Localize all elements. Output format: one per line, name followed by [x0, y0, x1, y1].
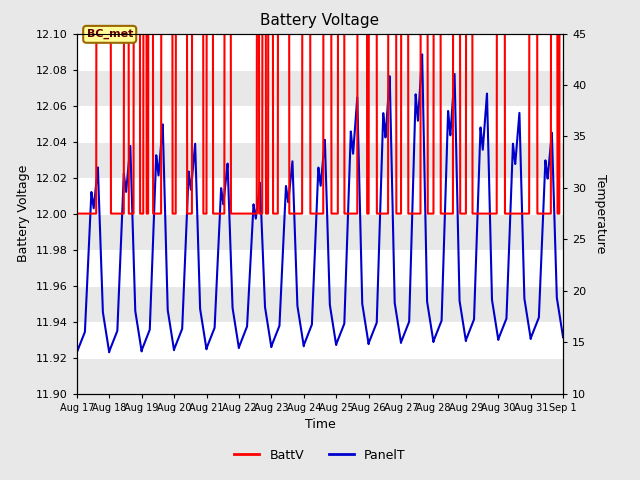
- Bar: [77, 142, 563, 178]
- Title: Battery Voltage: Battery Voltage: [260, 13, 380, 28]
- Bar: [77, 286, 563, 322]
- Y-axis label: Battery Voltage: Battery Voltage: [17, 165, 30, 262]
- Text: BC_met: BC_met: [86, 29, 133, 39]
- Legend: BattV, PanelT: BattV, PanelT: [229, 444, 411, 467]
- Bar: [77, 70, 563, 106]
- Y-axis label: Temperature: Temperature: [594, 174, 607, 253]
- Bar: [77, 358, 563, 394]
- X-axis label: Time: Time: [305, 418, 335, 431]
- Bar: [77, 214, 563, 250]
